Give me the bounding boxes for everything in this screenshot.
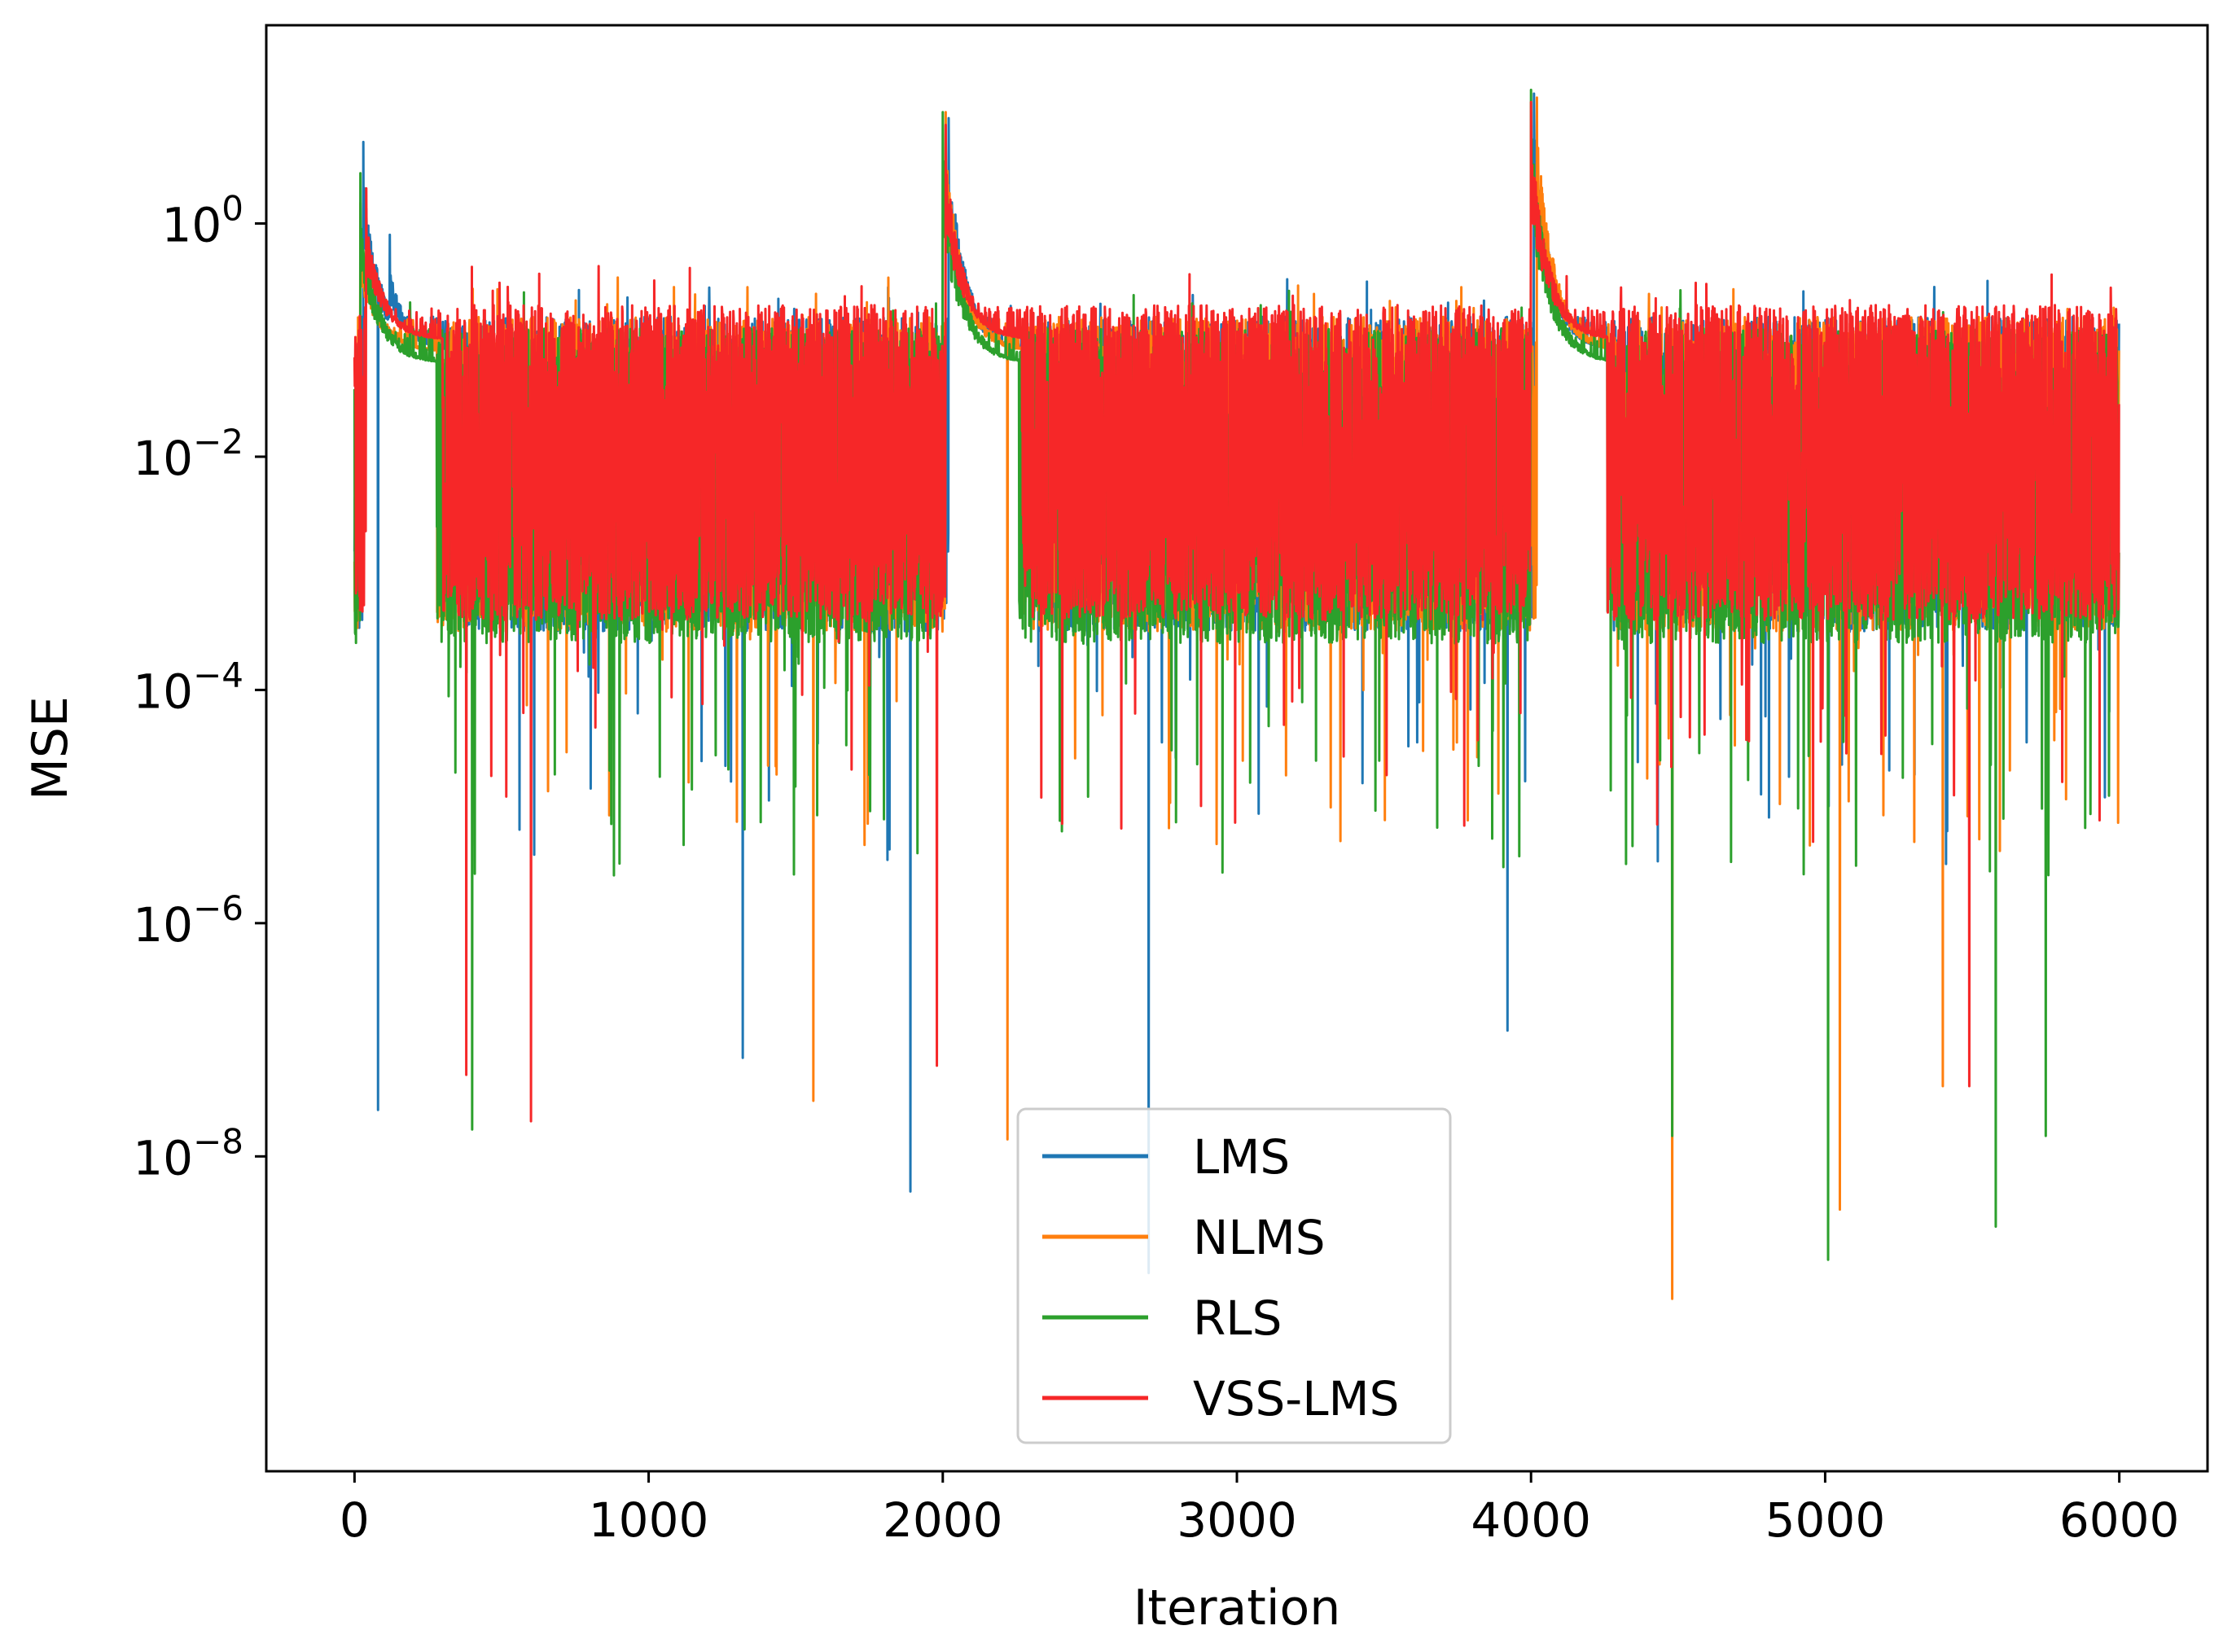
y-axis: 100 10−2 10−4 10−6 10−8: [133, 188, 266, 1185]
y-tick-label: 100: [161, 188, 243, 252]
legend-label: NLMS: [1193, 1210, 1326, 1265]
x-tick-label: 0: [340, 1492, 370, 1548]
series-line-vss-lms: [353, 100, 2120, 1123]
y-tick-label: 10−6: [133, 888, 243, 953]
x-axis-title: Iteration: [1133, 1580, 1341, 1637]
x-tick-label: 4000: [1471, 1492, 1591, 1548]
legend-label: VSS-LMS: [1193, 1371, 1399, 1426]
legend: LMS NLMS RLS VSS-LMS: [1016, 1107, 1452, 1444]
series-line-rls: [353, 88, 2120, 1261]
series-layer: [353, 88, 2120, 1300]
x-tick-label: 3000: [1177, 1492, 1297, 1548]
y-tick-label: 10−8: [133, 1121, 243, 1185]
x-tick-label: 1000: [589, 1492, 709, 1548]
y-axis-title: MSE: [22, 696, 79, 800]
x-tick-label: 2000: [883, 1492, 1003, 1548]
x-axis: 0 1000 2000 3000 4000 5000 6000: [340, 1471, 2180, 1548]
x-tick-label: 5000: [1765, 1492, 1886, 1548]
legend-label: RLS: [1193, 1290, 1282, 1346]
y-tick-label: 10−4: [133, 655, 243, 719]
y-tick-label: 10−2: [133, 422, 243, 486]
x-tick-label: 6000: [2059, 1492, 2180, 1548]
legend-label: LMS: [1193, 1129, 1290, 1185]
legend-box: [1016, 1107, 1452, 1444]
